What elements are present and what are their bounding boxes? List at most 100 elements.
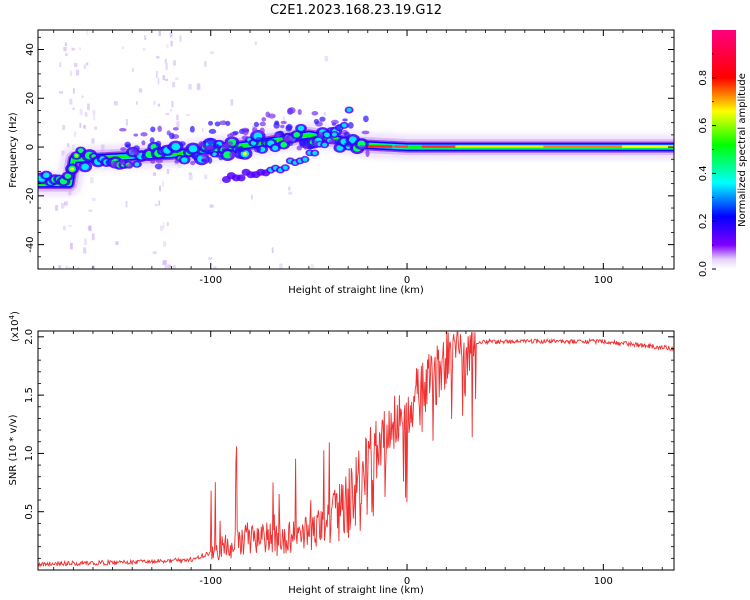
- spectrogram-background-speckle: [138, 88, 143, 93]
- spectrogram-scatter-dot: [365, 150, 370, 157]
- spectrogram-background-speckle: [87, 103, 90, 111]
- spectrogram-background-speckle: [72, 107, 75, 111]
- spectrogram-x-tick-label: 0: [404, 275, 410, 286]
- spectrogram-scatter-dot: [169, 132, 175, 140]
- spectrogram-scatter-dot: [234, 147, 239, 154]
- spectrogram-background-speckle: [254, 41, 257, 46]
- spectrogram-scatter-dot: [174, 159, 180, 164]
- spectrogram-background-speckle: [71, 47, 75, 51]
- spectrogram-background-speckle: [59, 62, 62, 67]
- spectrogram-background-speckle: [62, 225, 66, 231]
- spectrogram-background-speckle: [323, 112, 326, 116]
- spectrogram-scatter-dot: [241, 135, 249, 140]
- spectrogram-background-speckle: [158, 200, 161, 206]
- spectrogram-background-speckle: [73, 131, 77, 137]
- spectrogram-background-speckle: [165, 112, 170, 116]
- snr-scale-close: ): [10, 311, 21, 315]
- spectrogram-scatter-dot: [280, 120, 287, 125]
- colorbar-gradient: [712, 30, 736, 269]
- spectrogram-background-speckle: [65, 265, 68, 269]
- colorbar-label: Normalized spectral amplitude: [737, 73, 748, 227]
- spectrogram-background-speckle: [82, 247, 87, 254]
- spectrogram-background-speckle: [79, 108, 83, 116]
- spectrogram-background-speckle: [88, 209, 93, 212]
- spectrogram-background-speckle: [164, 78, 168, 82]
- spectrogram-background-speckle: [251, 194, 253, 200]
- colorbar-tick-label: 0.6: [698, 118, 709, 134]
- spectrogram-background-speckle: [310, 264, 314, 269]
- spectrogram-background-speckle: [91, 198, 96, 202]
- spectrogram-ridge-blob-core: [272, 145, 279, 151]
- spectrogram-scatter-dot: [110, 160, 118, 168]
- spectrogram-scatter-dot: [268, 113, 276, 119]
- spectrogram-scatter-dot: [232, 130, 239, 135]
- spectrogram-scatter-dot: [329, 139, 336, 145]
- spectrogram-ridge-blob-peak: [70, 167, 75, 171]
- spectrogram-scatter-dot: [214, 121, 221, 127]
- spectrogram-scatter-dot: [297, 136, 303, 143]
- spectrogram-scatter-dot: [154, 163, 163, 170]
- snr-frame: [37, 330, 675, 571]
- snr-panel: -100 0 100 0.5 1.0 1.5 2.0 Height of straight …: [8, 311, 675, 596]
- spectrogram-scatter-dot: [253, 145, 262, 153]
- spectrogram-background-speckle: [125, 201, 128, 208]
- snr-scale-base: (x10: [10, 319, 21, 342]
- spectrogram-scatter-dot: [207, 138, 214, 145]
- spectrogram-background-speckle: [153, 100, 156, 105]
- spectrogram-ridge-blob-core: [81, 163, 89, 171]
- spectrogram-scatter-dot: [191, 153, 197, 159]
- spectrogram-scatter-dot: [157, 125, 162, 132]
- spectrogram-background-speckle: [175, 77, 179, 80]
- spectrogram-scatter-dot: [140, 132, 148, 137]
- spectrogram-scatter-dot: [307, 143, 316, 150]
- spectrogram-background-speckle: [92, 110, 96, 115]
- spectrogram-scatter-dot: [313, 118, 320, 124]
- spectrogram-scatter-dot: [358, 145, 367, 150]
- spectrogram-background-speckle: [282, 116, 286, 123]
- spectrogram-ridge-blob-core: [188, 145, 198, 153]
- spectrogram-background-speckle: [152, 251, 157, 255]
- spectrogram-scatter-dot: [319, 116, 326, 122]
- spectrogram-scatter-dot: [208, 157, 213, 164]
- spectrogram-scatter-dot: [200, 153, 209, 158]
- spectrogram-background-speckle: [68, 267, 72, 269]
- spectrogram-x-tick-label: -100: [199, 275, 222, 286]
- spectrogram-background-speckle: [60, 202, 65, 209]
- spectrogram-background-speckle: [93, 115, 96, 121]
- spectrogram-background-speckle: [209, 204, 214, 208]
- spectrogram-scatter-dot: [155, 140, 162, 148]
- spectrogram-background-speckle: [176, 121, 180, 128]
- spectrogram-background-speckle: [219, 178, 222, 184]
- spectrogram-background-speckle: [69, 98, 73, 105]
- spectrogram-background-speckle: [164, 58, 168, 64]
- spectrogram-scatter-dot: [119, 127, 127, 132]
- spectrogram-frame: [37, 29, 675, 270]
- spectrogram-scatter-dot: [205, 144, 214, 150]
- spectrogram-background-speckle: [86, 30, 89, 36]
- spectrogram-background-speckle: [166, 222, 169, 226]
- spectrogram-ridge-blob-core: [64, 173, 72, 179]
- spectrogram-y-tick-label: 0: [25, 144, 36, 150]
- spectrogram-background-speckle: [188, 174, 193, 181]
- colorbar-tick-label: 0.8: [698, 70, 709, 86]
- spectrogram-ridge-blob-core: [223, 151, 232, 159]
- spectrogram-background-speckle: [159, 225, 163, 231]
- spectrogram-y-axis-label: Frequency (Hz): [8, 112, 19, 188]
- spectrogram-scatter-dot: [342, 118, 348, 122]
- spectrogram-scatter-dot: [150, 159, 156, 164]
- spectrogram-ridge-blob-peak: [74, 154, 78, 157]
- spectrogram-background-speckle: [167, 264, 172, 269]
- spectrogram-background-speckle: [172, 82, 176, 88]
- spectrogram-background-speckle: [166, 44, 169, 49]
- spectrogram-background-speckle: [135, 101, 138, 105]
- spectrogram-background-speckle: [63, 201, 68, 206]
- spectrogram-background-speckle: [201, 128, 204, 132]
- spectrogram-scatter-dot: [288, 140, 294, 146]
- spectrogram-ridge-blob-core: [171, 143, 181, 151]
- spectrogram-scatter-dot: [155, 159, 163, 163]
- spectrogram-background-speckle: [165, 63, 168, 71]
- spectrogram-secondary-blob-core: [302, 157, 308, 162]
- spectrogram-background-speckle: [91, 138, 95, 144]
- spectrogram-scatter-dot: [259, 127, 265, 135]
- spectrogram-background-speckle: [64, 42, 68, 46]
